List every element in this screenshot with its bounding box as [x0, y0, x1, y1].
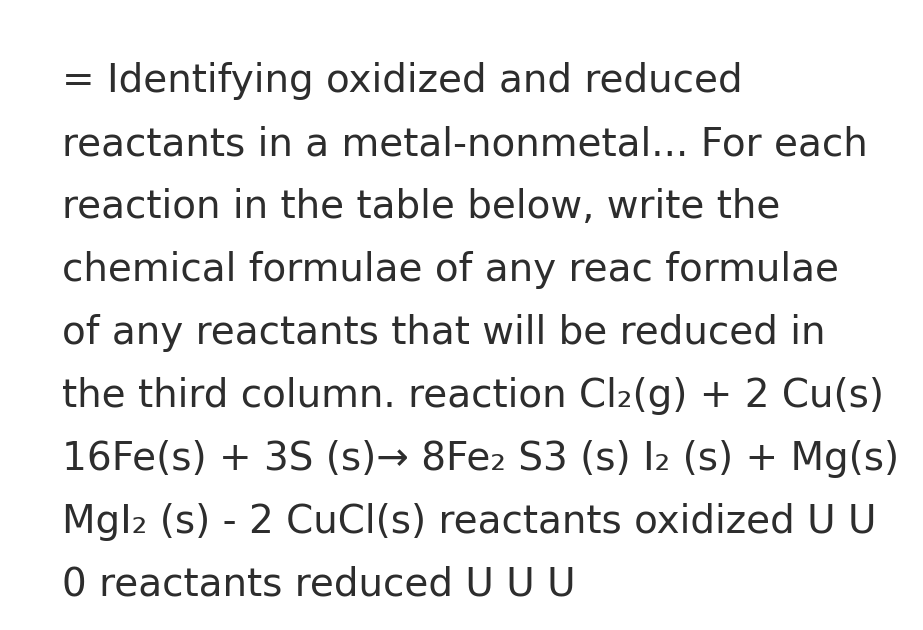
Text: reactants in a metal-nonmetal... For each: reactants in a metal-nonmetal... For eac…: [62, 125, 868, 163]
Text: reaction in the table below, write the: reaction in the table below, write the: [62, 188, 780, 226]
Text: of any reactants that will be reduced in: of any reactants that will be reduced in: [62, 314, 825, 352]
Text: = Identifying oxidized and reduced: = Identifying oxidized and reduced: [62, 62, 743, 100]
Text: the third column. reaction Cl₂(g) + 2 Cu(s): the third column. reaction Cl₂(g) + 2 Cu…: [62, 377, 884, 415]
Text: chemical formulae of any reac formulae: chemical formulae of any reac formulae: [62, 251, 839, 289]
Text: 0 reactants reduced U U U: 0 reactants reduced U U U: [62, 566, 576, 604]
Text: 16Fe(s) + 3S (s)→ 8Fe₂ S3 (s) I₂ (s) + Mg(s): 16Fe(s) + 3S (s)→ 8Fe₂ S3 (s) I₂ (s) + M…: [62, 440, 899, 478]
Text: MgI₂ (s) - 2 CuCl(s) reactants oxidized U U: MgI₂ (s) - 2 CuCl(s) reactants oxidized …: [62, 503, 877, 541]
